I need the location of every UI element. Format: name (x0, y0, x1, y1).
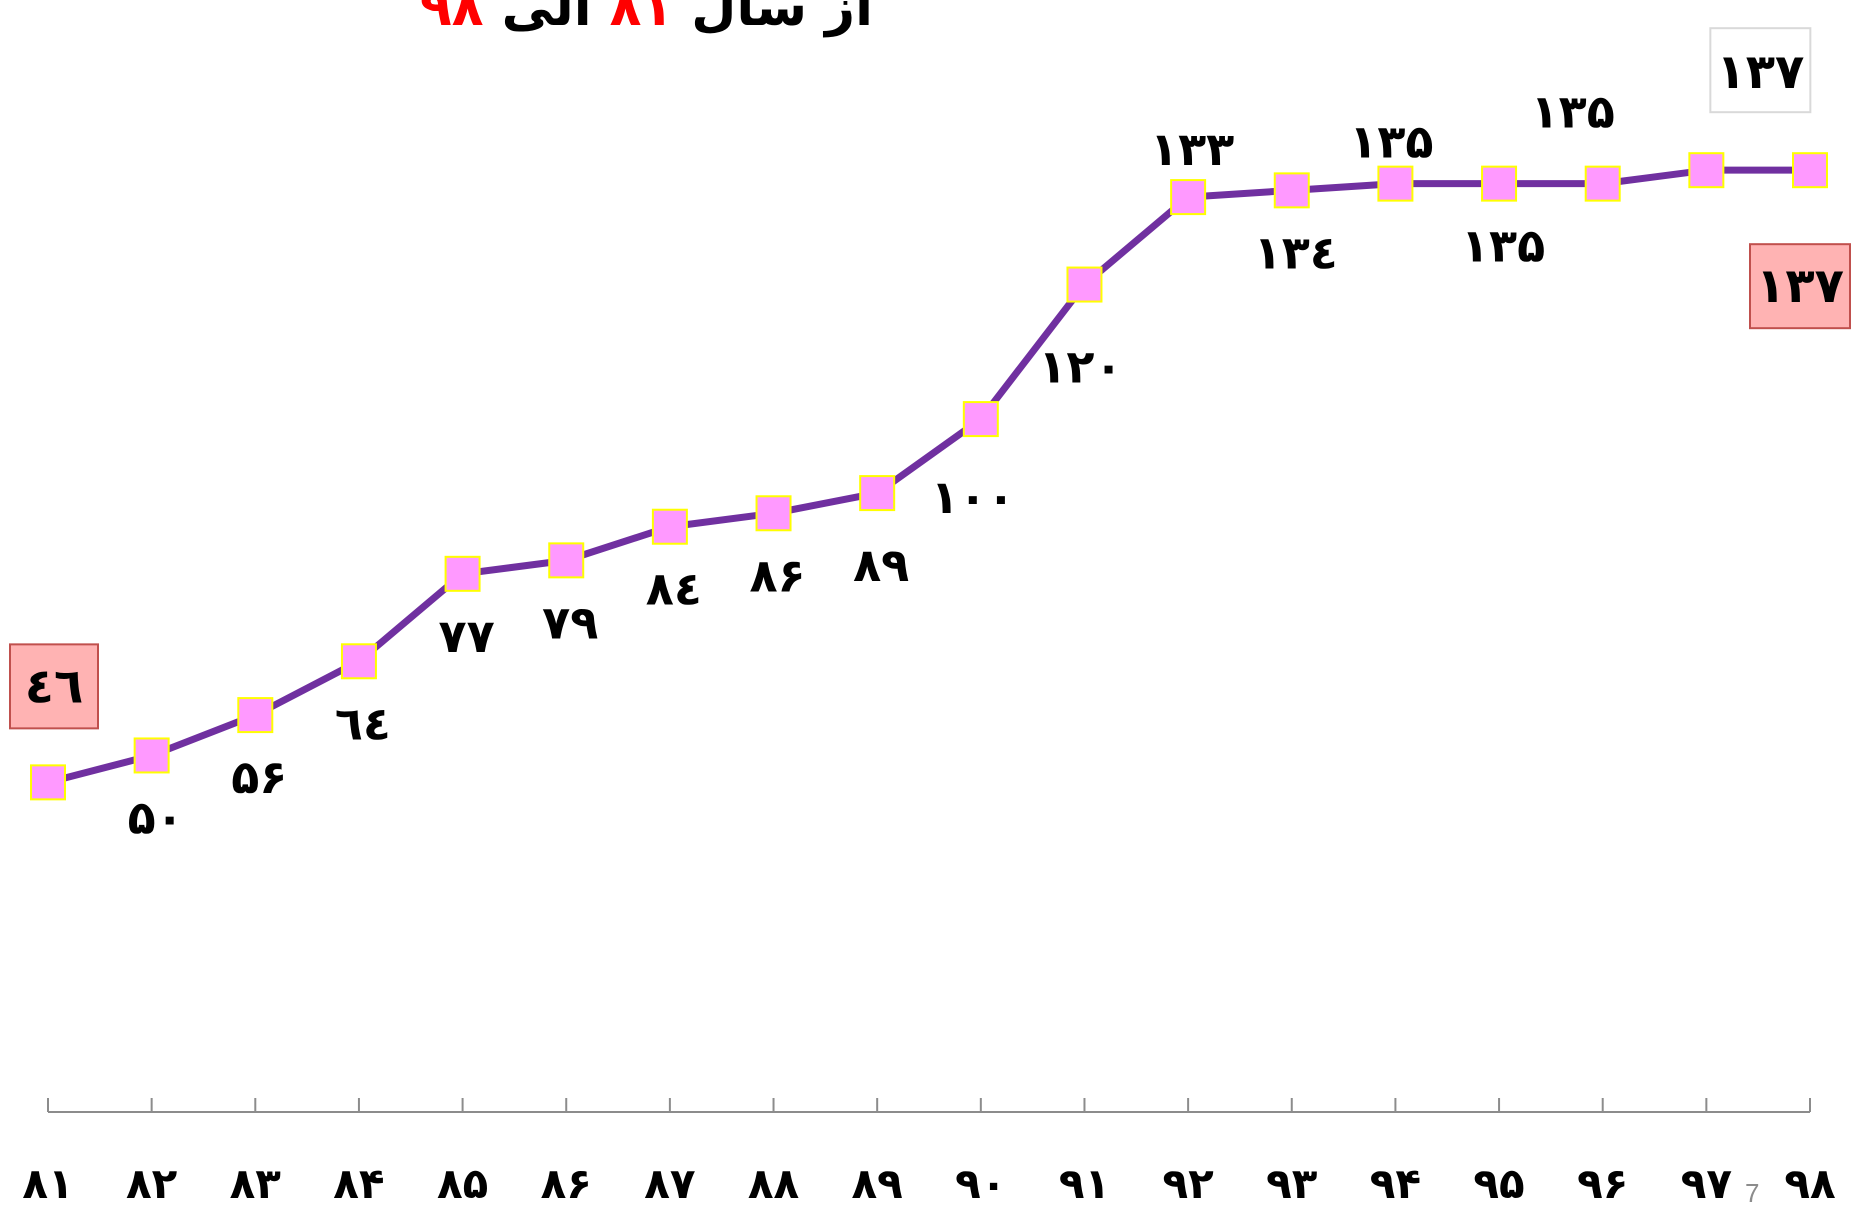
x-tick-label: ۸۶ (541, 1159, 592, 1206)
data-label: ۱۳۳ (1150, 122, 1234, 176)
data-label: ۸۶ (749, 548, 805, 602)
x-tick-label: ۹۴ (1370, 1159, 1421, 1206)
callout-box (1749, 243, 1851, 330)
x-tick-label: ۹۸ (1784, 1159, 1836, 1206)
data-point-marker (30, 764, 66, 801)
x-tick-label: ۸۲ (126, 1159, 178, 1206)
data-label: ۱۳٤ (1254, 225, 1338, 279)
data-point-marker (1481, 165, 1518, 202)
data-label: ۵۶ (231, 750, 287, 804)
data-point-marker (1377, 165, 1414, 202)
series-line (47, 166, 1810, 786)
data-point-marker (1066, 266, 1103, 303)
callout-box-white (1709, 27, 1812, 114)
data-point-marker (444, 555, 481, 592)
data-label: ۱۲۰ (1038, 340, 1122, 394)
data-label: ۸۹ (853, 538, 909, 592)
data-point-marker (755, 495, 792, 532)
data-point-marker (1273, 172, 1310, 209)
data-point-marker (1584, 165, 1621, 202)
data-label: ۵۰ (128, 790, 184, 844)
page-number: 7 (1745, 1178, 1760, 1208)
data-point-marker (1170, 179, 1207, 216)
data-label: ٦٤ (335, 696, 391, 750)
data-point-marker (133, 737, 170, 774)
data-point-marker (1792, 152, 1828, 189)
x-tick-label: ۸۸ (748, 1159, 800, 1206)
x-tick-label: ۹۷ (1681, 1159, 1733, 1206)
x-tick-label: ۸۷ (644, 1159, 696, 1206)
data-label: ٤٦ (25, 658, 84, 714)
data-label: ۷۷ (439, 609, 495, 663)
data-point-marker (859, 475, 896, 512)
data-label: ۱۳۵ (1461, 219, 1545, 273)
data-point-marker (548, 542, 585, 579)
data-point-marker (237, 697, 274, 734)
x-tick-label: ۹۲ (1162, 1159, 1214, 1206)
x-tick-label: ۸۳ (230, 1159, 282, 1206)
data-label: ۸٤ (646, 562, 702, 616)
x-tick-label: ۹۵ (1473, 1159, 1524, 1206)
x-tick-label: ۸۵ (437, 1159, 488, 1206)
data-point-marker (1688, 152, 1725, 189)
x-tick-label: ۹۱ (1059, 1159, 1110, 1206)
data-label: ۷۹ (542, 595, 598, 649)
data-label: ۱۳۵ (1531, 85, 1615, 139)
x-tick-label: ۸۴ (333, 1159, 384, 1206)
data-point-marker (962, 401, 999, 438)
data-label: ۱۰۰ (931, 470, 1015, 524)
x-tick-label: ۹۰ (955, 1159, 1006, 1206)
data-label: ۱۳۵ (1349, 115, 1433, 169)
x-tick-label: ۸۱ (22, 1159, 73, 1206)
data-label: ۱۳۷ (1756, 258, 1844, 314)
x-tick-label: ۸۹ (852, 1159, 903, 1206)
callout-box (9, 643, 99, 730)
x-tick-label: ۹۶ (1577, 1159, 1628, 1206)
data-point-marker (651, 508, 688, 545)
data-point-marker (340, 643, 377, 680)
data-label: ۱۳۷ (1716, 44, 1804, 100)
x-tick-label: ۹۳ (1266, 1159, 1318, 1206)
